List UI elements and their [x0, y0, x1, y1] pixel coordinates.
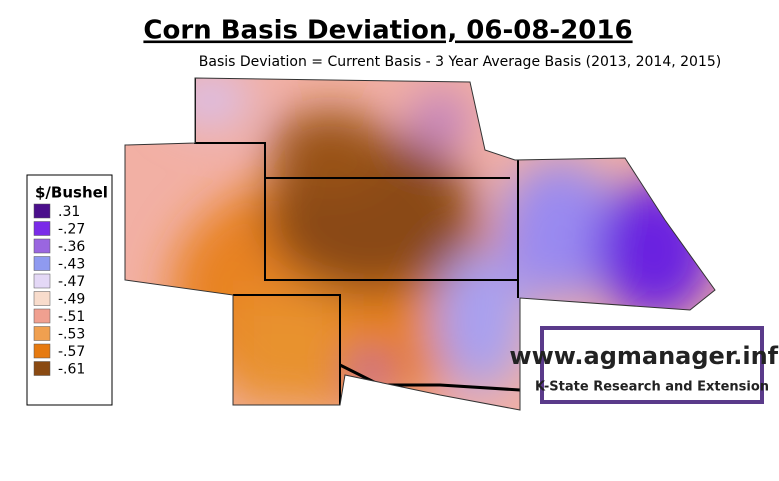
- legend-label: -.57: [58, 344, 85, 360]
- title: Corn Basis Deviation, 06-08-2016: [143, 16, 632, 46]
- legend-label: -.53: [58, 327, 85, 343]
- map-outline: [124, 77, 716, 411]
- logo-box: [540, 326, 764, 404]
- legend-label: -.47: [58, 274, 85, 290]
- legend-swatch: [33, 221, 51, 236]
- legend-swatch: [33, 273, 51, 289]
- legend-title: $/Bushel: [35, 184, 108, 202]
- legend-label: .31: [58, 204, 80, 220]
- legend-swatch: [33, 203, 51, 219]
- legend-label: -.43: [58, 257, 85, 273]
- legend-swatch: [33, 238, 51, 254]
- legend-swatch: [33, 326, 51, 341]
- legend-label: -.27: [58, 222, 85, 238]
- legend-label: -.36: [58, 239, 85, 255]
- logo-url: www.agmanager.info: [509, 342, 779, 370]
- legend-swatch: [33, 361, 51, 376]
- logo-org: K-State Research and Extension: [535, 380, 769, 395]
- legend-swatch: [33, 343, 51, 359]
- legend-swatch: [33, 308, 51, 324]
- legend-swatch: [33, 256, 51, 271]
- legend: $/Bushel .31 -.27-.36 -.43-.47 -.49-.51 -.53…: [26, 174, 113, 406]
- legend-label: -.61: [58, 362, 85, 378]
- legend-label: -.51: [58, 309, 85, 325]
- legend-label: -.49: [58, 292, 85, 308]
- legend-swatch: [33, 291, 51, 306]
- subtitle: Basis Deviation = Current Basis - 3 Year…: [199, 54, 721, 70]
- logo: www.agmanager.info K-State Research and …: [509, 326, 779, 404]
